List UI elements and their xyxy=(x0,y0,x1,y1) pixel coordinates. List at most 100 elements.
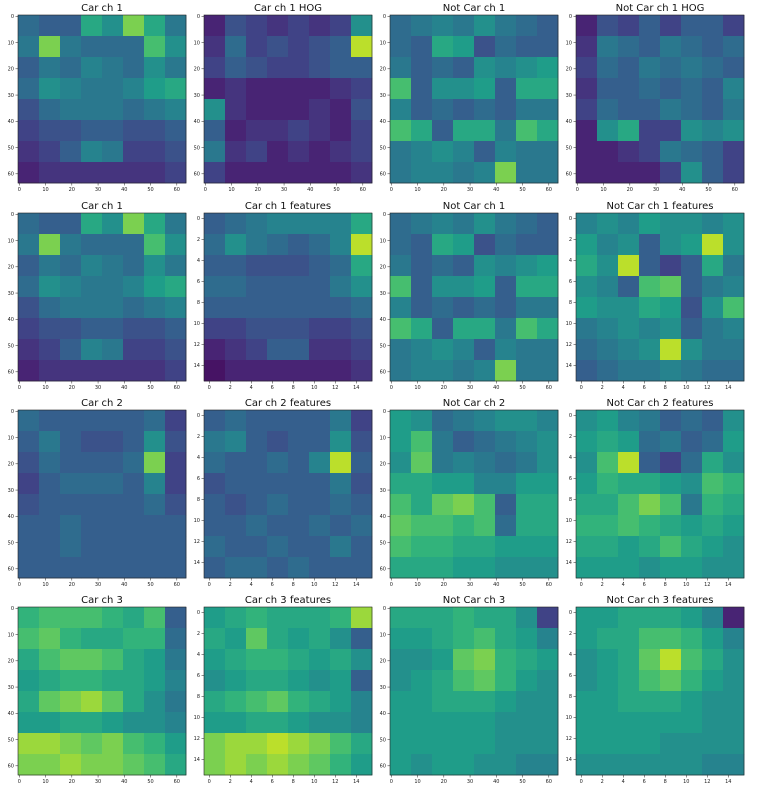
heatmap-cell xyxy=(495,234,517,256)
heatmap-cell xyxy=(18,557,40,579)
heatmap-cell xyxy=(330,255,352,277)
y-tick-label: 8 xyxy=(569,694,572,700)
heatmap-cell xyxy=(702,99,724,121)
heatmap-cell xyxy=(639,120,661,142)
heatmap-cell xyxy=(576,431,598,453)
heatmap-cell xyxy=(516,410,538,432)
heatmap-cell xyxy=(474,557,496,579)
heatmap-cell xyxy=(702,297,724,319)
heatmap-cell xyxy=(288,431,310,453)
heatmap-cell xyxy=(639,628,661,650)
heatmap-cell xyxy=(474,410,496,432)
heatmap-cell xyxy=(165,452,187,474)
heatmap-cell xyxy=(723,255,745,277)
heatmap-cell xyxy=(18,78,40,100)
heatmap-cell xyxy=(330,473,352,495)
y-tick-label: 8 xyxy=(197,694,200,700)
heatmap-cell xyxy=(60,339,82,361)
heatmap-cell xyxy=(597,733,619,755)
y-tick-label: 30 xyxy=(194,93,200,99)
axes-frame xyxy=(575,606,745,776)
heatmap-cell xyxy=(681,141,703,163)
heatmap-cell xyxy=(474,15,496,37)
heatmap-cell xyxy=(702,607,724,629)
heatmap-cell xyxy=(39,213,61,235)
heatmap-cell xyxy=(723,339,745,361)
heatmap-cell xyxy=(495,494,517,516)
heatmap-cell xyxy=(351,78,373,100)
heatmap-cell xyxy=(702,36,724,58)
heatmap-cell xyxy=(39,473,61,495)
heatmap-cell xyxy=(453,536,475,558)
heatmap-cell xyxy=(102,297,124,319)
heatmap-cell xyxy=(618,410,640,432)
y-tick-label: 20 xyxy=(8,659,14,665)
heatmap-cell xyxy=(144,120,166,142)
heatmap-cell xyxy=(144,628,166,650)
heatmap-cell xyxy=(204,141,226,163)
heatmap-cell xyxy=(660,78,682,100)
heatmap-cell xyxy=(618,234,640,256)
x-tick-label: 50 xyxy=(519,385,525,391)
heatmap-cell xyxy=(537,452,559,474)
y-tick-label: 10 xyxy=(8,632,14,638)
heatmap-cell xyxy=(474,297,496,319)
heatmap-cell xyxy=(81,494,103,516)
heatmap-cell xyxy=(267,670,289,692)
heatmap-cell xyxy=(18,712,40,734)
heatmap-cell xyxy=(618,536,640,558)
heatmap-cell xyxy=(597,515,619,537)
heatmap-cell xyxy=(702,452,724,474)
heatmap-cell xyxy=(288,712,310,734)
x-tick-label: 50 xyxy=(519,582,525,588)
heatmap-cell xyxy=(432,318,454,340)
heatmap-cell xyxy=(702,494,724,516)
x-tick-label: 10 xyxy=(42,779,48,785)
heatmap-cells xyxy=(18,410,187,579)
heatmap-cell xyxy=(495,410,517,432)
y-tick-label: 60 xyxy=(566,172,572,178)
heatmap-cell xyxy=(102,515,124,537)
heatmap-cell xyxy=(288,649,310,671)
heatmap-cell xyxy=(537,536,559,558)
panel-3-1: Car ch 2 0 10 20 30 40 50 60 0 10 20 30 40 50 60 xyxy=(8,398,187,588)
heatmap-cell xyxy=(330,452,352,474)
heatmap-cell xyxy=(432,297,454,319)
heatmap-cell xyxy=(351,15,373,37)
x-tick-label: 14 xyxy=(353,582,359,588)
heatmap-cell xyxy=(411,99,433,121)
y-tick-label: 2 xyxy=(197,434,200,440)
y-tick-label: 10 xyxy=(566,715,572,721)
x-tick-label: 20 xyxy=(441,385,447,391)
heatmap-cell xyxy=(453,649,475,671)
heatmap-cell xyxy=(81,339,103,361)
heatmap-cell xyxy=(165,557,187,579)
heatmap-cell xyxy=(576,234,598,256)
heatmap-cell xyxy=(165,607,187,629)
heatmap-cell xyxy=(432,649,454,671)
heatmap-cell xyxy=(18,213,40,235)
heatmap-cell xyxy=(660,297,682,319)
heatmap-cell xyxy=(723,691,745,713)
heatmap-cell xyxy=(390,213,412,235)
heatmap-cell xyxy=(288,515,310,537)
heatmap-cell xyxy=(411,733,433,755)
heatmap-cell xyxy=(702,410,724,432)
heatmap-cell xyxy=(390,276,412,298)
y-tick-label: 14 xyxy=(566,757,572,763)
y-tick-label: 4 xyxy=(569,455,572,461)
heatmap-cell xyxy=(144,141,166,163)
heatmap-cell xyxy=(597,234,619,256)
heatmap-cell xyxy=(309,712,331,734)
heatmap-cell xyxy=(204,691,226,713)
heatmap-cell xyxy=(474,494,496,516)
heatmap-cell xyxy=(39,15,61,37)
heatmap-cell xyxy=(432,360,454,382)
heatmap-cell xyxy=(288,15,310,37)
y-tick-label: 50 xyxy=(8,343,14,349)
heatmap-cell xyxy=(225,557,247,579)
heatmap-cell xyxy=(309,213,331,235)
heatmap-cell xyxy=(330,162,352,184)
x-tick-label: 0 xyxy=(204,187,207,193)
heatmap-cell xyxy=(597,494,619,516)
